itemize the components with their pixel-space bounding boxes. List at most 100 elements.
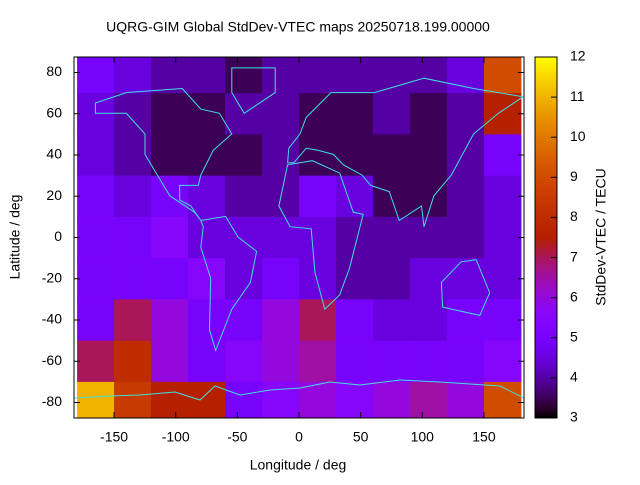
heatmap-cell — [225, 175, 263, 218]
heatmap-cell — [114, 340, 152, 383]
heatmap-cell — [151, 381, 189, 418]
heatmap-cell — [225, 299, 263, 342]
heatmap-cell — [335, 258, 374, 300]
coastline — [74, 379, 524, 401]
x-axis-label: Longitude / deg — [250, 457, 347, 473]
colorbar-tick-label: 10 — [570, 128, 586, 144]
heatmap-cell — [77, 340, 115, 383]
heatmap-cell — [114, 216, 152, 259]
heatmap-cell — [446, 258, 485, 300]
heatmap-cell — [188, 340, 226, 383]
heatmap-cell — [77, 134, 115, 177]
heatmap-cell — [299, 93, 337, 135]
heatmap-cell — [77, 299, 115, 342]
heatmap-cell — [372, 175, 411, 218]
heatmap-cell — [225, 57, 263, 94]
heatmap-cell — [262, 57, 300, 94]
heatmap-cell — [446, 134, 485, 177]
heatmap-cell — [299, 258, 337, 300]
heatmap-cell — [77, 381, 115, 418]
y-tick-label: -80 — [42, 393, 62, 409]
coastline — [94, 87, 233, 221]
heatmap-cell — [372, 93, 411, 135]
heatmap-cell — [299, 299, 337, 342]
heatmap-cell — [151, 134, 189, 177]
coastline — [287, 77, 524, 227]
heatmap-cell — [151, 175, 189, 218]
heatmap-cell — [483, 216, 522, 259]
x-tick-label: -50 — [227, 429, 247, 445]
heatmap-cell — [188, 134, 226, 177]
heatmap-cell — [299, 340, 337, 383]
heatmap-cell — [188, 299, 226, 342]
heatmap-cell — [446, 340, 485, 383]
heatmap-cell — [262, 381, 300, 418]
heatmap-cell — [151, 216, 189, 259]
heatmap-cell — [114, 57, 152, 94]
heatmap-cell — [225, 381, 263, 418]
heatmap-cell — [409, 93, 448, 135]
chart-title: UQRG-GIM Global StdDev-VTEC maps 2025071… — [106, 19, 490, 35]
heatmap-cell — [483, 93, 522, 135]
heatmap-cell — [188, 216, 226, 259]
x-tick-label: -150 — [100, 429, 128, 445]
heatmap-cell — [262, 340, 300, 383]
colorbar-tick-label: 7 — [570, 248, 578, 264]
heatmap-cell — [409, 381, 448, 418]
heatmap-cell — [262, 258, 300, 300]
heatmap-cell — [114, 381, 152, 418]
heatmap-cell — [299, 381, 337, 418]
heatmap-cell — [188, 258, 226, 300]
heatmap-cell — [151, 93, 189, 135]
heatmap-cell — [225, 134, 263, 177]
heatmap — [77, 57, 522, 418]
heatmap-cell — [299, 175, 337, 218]
heatmap-cell — [372, 381, 411, 418]
heatmap-cell — [114, 175, 152, 218]
heatmap-cell — [262, 299, 300, 342]
y-tick-label: 40 — [46, 146, 62, 162]
heatmap-cell — [409, 134, 448, 177]
heatmap-cell — [262, 93, 300, 135]
heatmap-cell — [335, 134, 374, 177]
heatmap-cell — [114, 299, 152, 342]
heatmap-cell — [114, 258, 152, 300]
colorbar-tick-label: 5 — [570, 328, 578, 344]
y-tick-label: -20 — [42, 269, 62, 285]
heatmap-cell — [299, 134, 337, 177]
heatmap-cell — [409, 216, 448, 259]
colorbar-tick-label: 3 — [570, 409, 578, 425]
heatmap-cell — [77, 258, 115, 300]
heatmap-cell — [77, 216, 115, 259]
x-tick-label: 100 — [411, 429, 435, 445]
y-axis-label: Latitude / deg — [7, 195, 23, 280]
coastline — [231, 67, 276, 115]
heatmap-cell — [483, 175, 522, 218]
coastlines — [74, 67, 524, 401]
x-tick-label: -100 — [162, 429, 190, 445]
heatmap-cell — [483, 134, 522, 177]
heatmap-cell — [409, 299, 448, 342]
y-tick-label: -60 — [42, 352, 62, 368]
heatmap-cell — [151, 340, 189, 383]
colorbar-tick-label: 4 — [570, 369, 578, 385]
heatmap-cell — [335, 299, 374, 342]
colorbar-tick-label: 6 — [570, 288, 578, 304]
heatmap-cell — [446, 381, 485, 418]
heatmap-cell — [372, 299, 411, 342]
y-tick-label: 0 — [54, 228, 62, 244]
heatmap-cell — [483, 57, 522, 94]
heatmap-cell — [225, 93, 263, 135]
heatmap-cell — [372, 134, 411, 177]
heatmap-cell — [77, 93, 115, 135]
x-tick-label: 0 — [295, 429, 303, 445]
heatmap-cell — [372, 340, 411, 383]
colorbar-tick-label: 8 — [570, 208, 578, 224]
heatmap-cell — [409, 340, 448, 383]
heatmap-cell — [409, 57, 448, 94]
heatmap-cell — [77, 175, 115, 218]
heatmap-cell — [151, 299, 189, 342]
heatmap-cell — [77, 57, 115, 94]
colorbar-tick-label: 11 — [570, 88, 585, 104]
